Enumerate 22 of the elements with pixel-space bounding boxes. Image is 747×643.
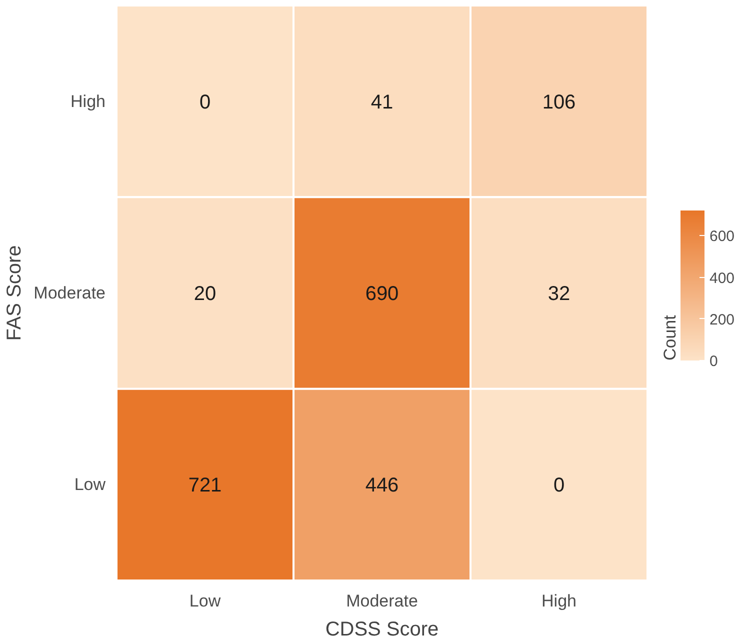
x-tick-label: Moderate <box>346 592 418 610</box>
color-bar-label: 0 <box>710 353 718 370</box>
data-label: 32 <box>548 283 570 305</box>
data-label: 106 <box>542 91 576 114</box>
data-label: 0 <box>199 91 211 114</box>
y-axis-title: FAS Score <box>4 245 26 341</box>
color-bar-label: 400 <box>710 270 735 287</box>
data-label: 446 <box>365 474 399 497</box>
data-label: 721 <box>188 474 222 497</box>
data-label: 20 <box>194 283 216 305</box>
legend-title: Count <box>660 314 680 360</box>
color-bar-label: 600 <box>710 228 735 246</box>
x-tick-label: Low <box>189 592 222 610</box>
data-label: 690 <box>365 283 399 305</box>
data-label: 0 <box>553 474 565 497</box>
data-label: 41 <box>370 91 394 114</box>
x-axis-title: CDSS Score <box>325 618 439 640</box>
y-tick-label: Low <box>74 475 106 494</box>
color-bar-label: 200 <box>710 311 735 328</box>
x-tick-label: High <box>542 592 576 610</box>
y-tick-label: High <box>70 92 106 111</box>
y-tick-label: Moderate <box>34 284 106 302</box>
